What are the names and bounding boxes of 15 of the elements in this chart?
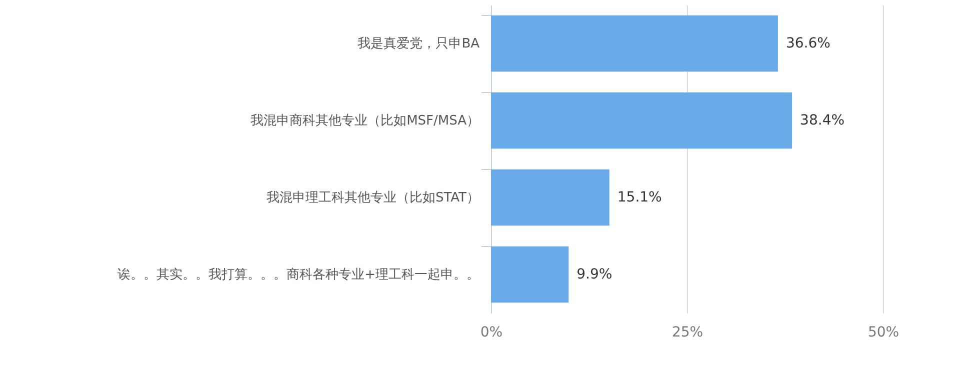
y-tick-label: 我混申商科其他专业（比如MSF/MSA） [250, 114, 480, 128]
data-label: 15.1% [617, 190, 662, 206]
data-label: 9.9% [576, 266, 612, 282]
y-tick-label: 我混申理工科其他专业（比如STAT） [266, 190, 480, 206]
data-label: 38.4% [800, 112, 845, 128]
x-tick-label: 25% [672, 324, 704, 340]
data-label: 36.6% [786, 36, 830, 52]
x-tick-label: 50% [868, 324, 900, 340]
bar [491, 92, 792, 149]
bar [491, 15, 778, 72]
bar [491, 246, 569, 303]
x-tick-label: 0% [480, 324, 503, 340]
bar [491, 169, 610, 226]
y-tick-label: 诶。。其实。。我打算。。。商科各种专业+理工科一起申。。 [118, 268, 480, 282]
y-tick-label: 我是真爱党，只申BA [358, 36, 480, 52]
